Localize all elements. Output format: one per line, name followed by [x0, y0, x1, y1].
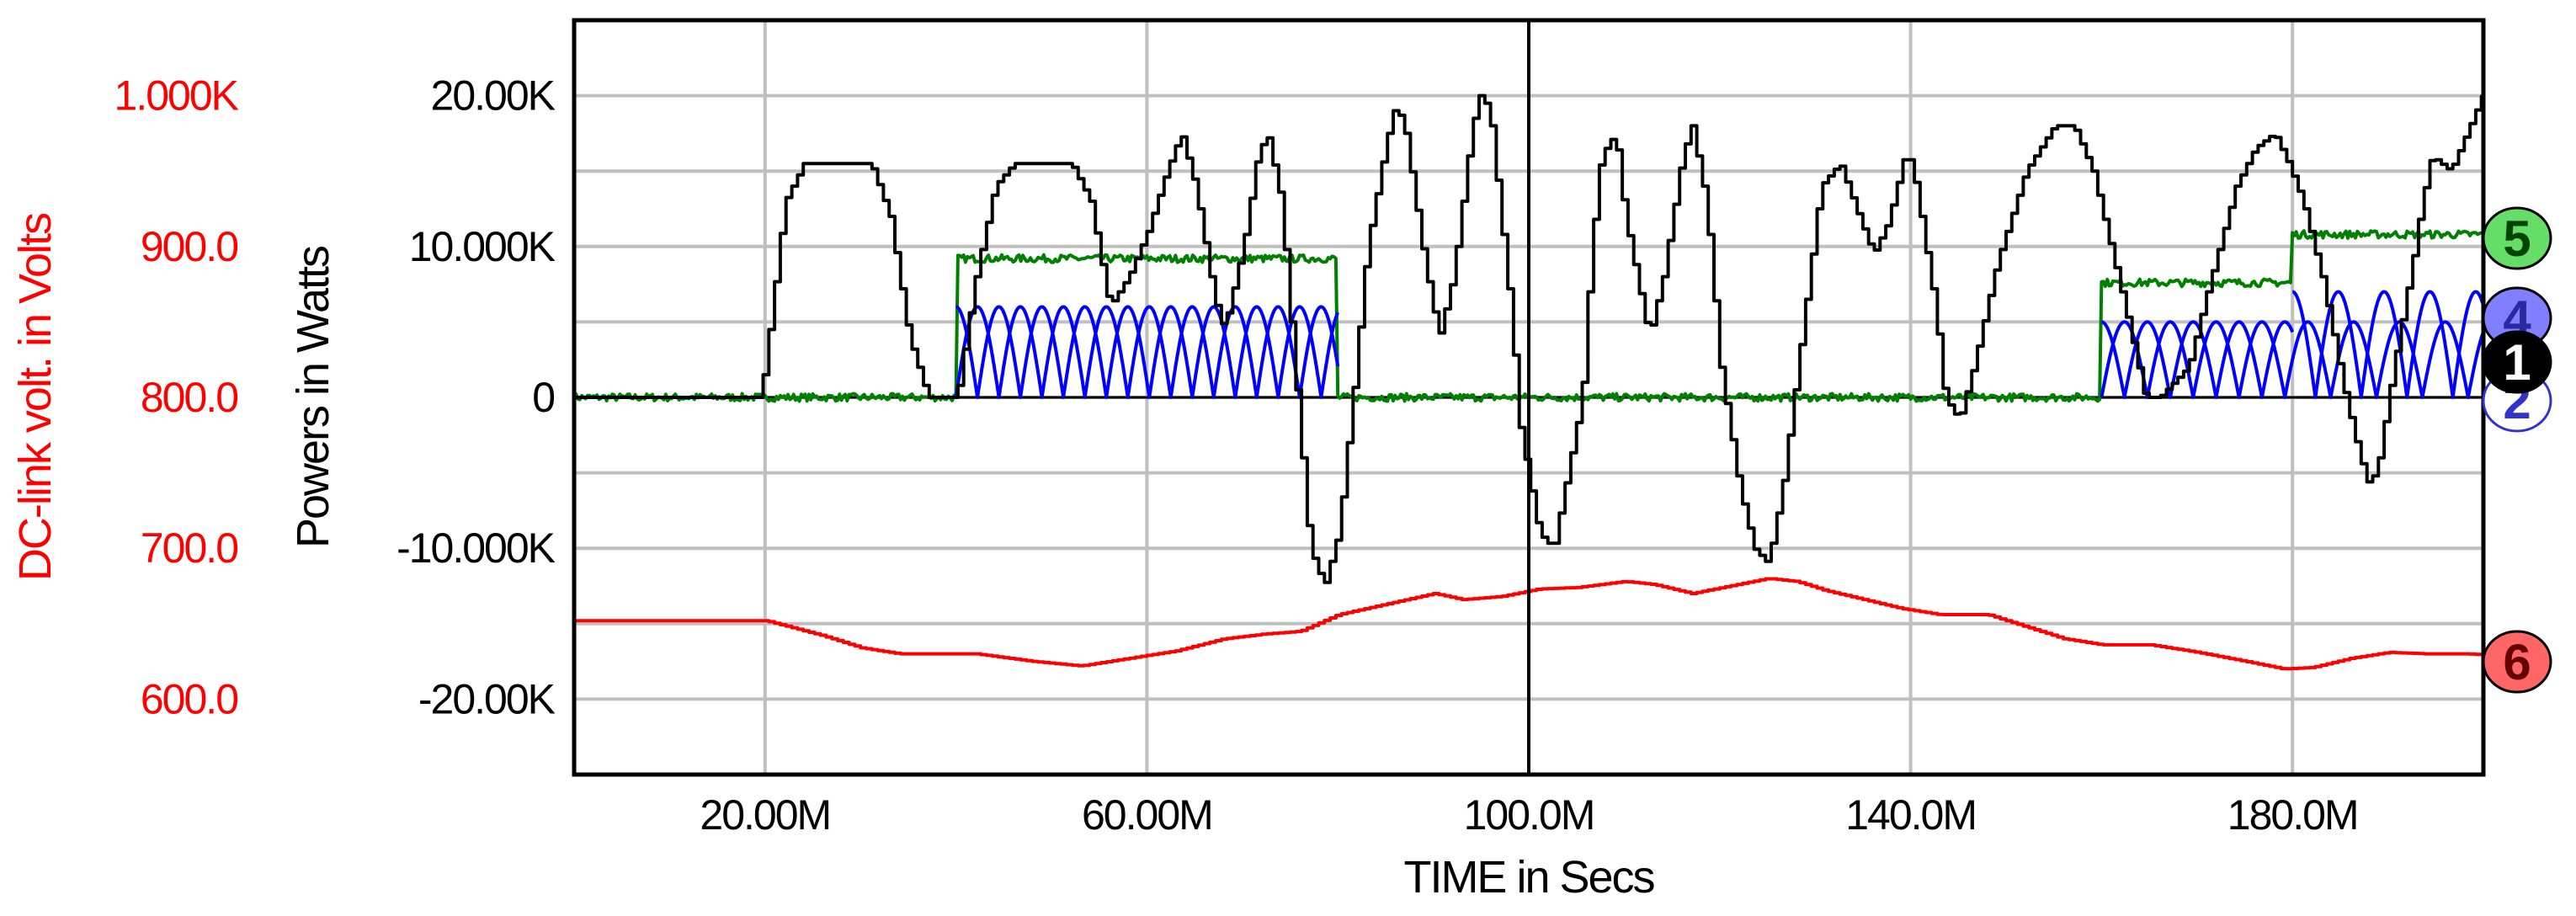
x-tick-label: 60.00M — [1082, 791, 1212, 839]
y-axis-ticks: 20.00K 10.000K 0 -10.000K -20.00K — [397, 72, 557, 723]
svg-text:1: 1 — [2503, 334, 2531, 391]
y-tick-label: -10.000K — [397, 525, 556, 572]
x-axis-title: TIME in Secs — [1403, 852, 1654, 903]
x-tick-label: 20.00M — [700, 791, 830, 839]
y-tick-label: 10.000K — [409, 223, 556, 270]
y-tick-label: 20.00K — [431, 72, 556, 120]
x-axis-ticks: 20.00M 60.00M 100.0M 140.0M 180.0M — [700, 791, 2359, 839]
x-tick-label: 180.0M — [2227, 791, 2358, 839]
series-line-1 — [574, 93, 2483, 584]
svg-text:5: 5 — [2503, 210, 2531, 267]
x-tick-label: 100.0M — [1464, 791, 1594, 839]
series-marker-6: 6 — [2482, 630, 2552, 694]
y2-axis-ticks: 1.000K 900.0 800.0 700.0 600.0 — [114, 72, 241, 723]
y2-tick-label: 600.0 — [141, 675, 237, 722]
series-line-6 — [574, 577, 2483, 671]
series-marker-5: 5 — [2482, 206, 2552, 270]
y2-tick-label: 800.0 — [141, 374, 237, 421]
series-line-5 — [574, 229, 2483, 403]
series-group — [574, 93, 2483, 671]
y2-tick-label: 700.0 — [141, 525, 237, 572]
series-line-4 — [955, 290, 2483, 399]
y2-tick-label: 1.000K — [114, 72, 239, 120]
y-tick-label: -20.00K — [418, 675, 556, 722]
y-tick-label: 0 — [532, 374, 554, 421]
svg-text:6: 6 — [2503, 634, 2531, 690]
y-axis-title: Powers in Watts — [288, 246, 338, 548]
series-marker-1: 1 — [2482, 330, 2552, 394]
x-tick-label: 140.0M — [1845, 791, 1976, 839]
y2-axis-title: DC-link volt. in Volts — [10, 213, 61, 581]
y2-tick-label: 900.0 — [141, 223, 237, 270]
